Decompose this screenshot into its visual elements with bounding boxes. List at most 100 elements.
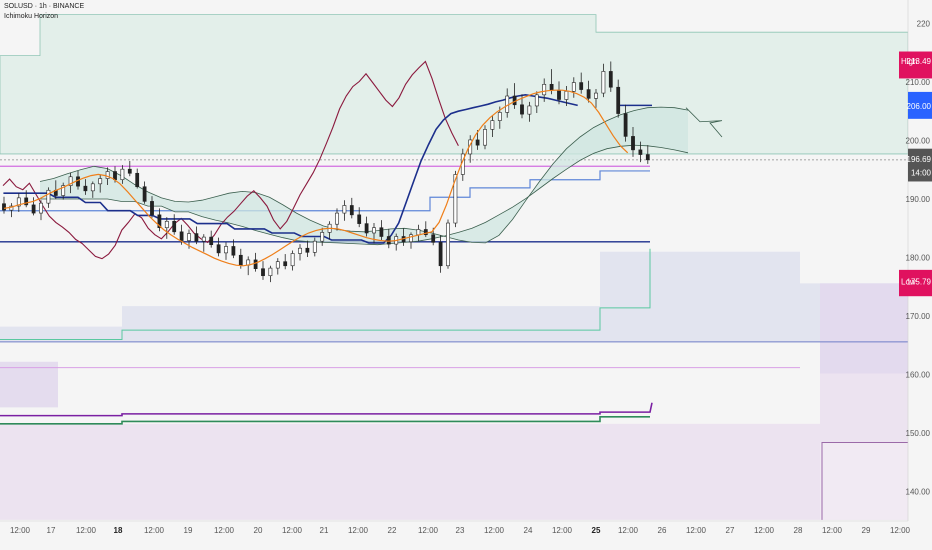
candle-body xyxy=(372,227,376,234)
candle-body xyxy=(497,112,502,121)
x-tick-label: 22 xyxy=(388,526,397,535)
candle-body xyxy=(423,229,428,236)
candle-body xyxy=(594,92,598,99)
candle-body xyxy=(542,83,547,96)
candle-body xyxy=(201,236,206,242)
chart-legend: SOLUSD · 1h · BINANCE Ichimoku Horizon xyxy=(4,2,84,22)
last-price-countdown: 14:00 xyxy=(911,169,932,178)
candle-body xyxy=(616,86,621,114)
candle-body xyxy=(150,201,154,216)
senkou-span-b xyxy=(40,144,689,246)
upper-zone xyxy=(0,14,909,155)
candle-body xyxy=(623,113,628,137)
high-badge-label: High xyxy=(901,57,917,66)
candle-body xyxy=(216,244,221,254)
candle-body xyxy=(90,183,95,192)
blue-step-line xyxy=(0,170,650,212)
x-tick-label: 24 xyxy=(524,526,533,535)
high-badge-bg xyxy=(899,51,932,79)
x-tick-label: 25 xyxy=(592,526,601,535)
x-tick-label: 12:00 xyxy=(348,526,369,535)
candle-body xyxy=(127,168,132,174)
candle-body xyxy=(231,246,236,256)
lower-right-box xyxy=(820,442,908,520)
y-tick-label: 210.00 xyxy=(906,78,931,87)
x-tick-label: 12:00 xyxy=(754,526,775,535)
kijun-badge-value: 206.00 xyxy=(907,102,932,111)
last-price-badge-bg xyxy=(908,148,932,182)
x-tick-label: 28 xyxy=(794,526,803,535)
candle-body xyxy=(305,247,310,253)
candle-body xyxy=(571,82,576,92)
lower-zone-right-band xyxy=(820,283,908,374)
x-tick-label: 12:00 xyxy=(552,526,573,535)
candle-body xyxy=(608,71,613,88)
symbol-title[interactable]: SOLUSD · 1h · BINANCE xyxy=(4,3,85,10)
candle-body xyxy=(312,240,317,253)
x-tick-label: 18 xyxy=(114,526,123,535)
candle-body xyxy=(39,202,43,214)
lower-zone-left-band xyxy=(0,361,58,408)
x-tick-label: 12:00 xyxy=(890,526,911,535)
candle-body xyxy=(520,104,524,115)
x-tick-label: 12:00 xyxy=(214,526,235,535)
purple-lower-line xyxy=(0,402,653,417)
candle-body xyxy=(9,205,14,211)
candle-body xyxy=(283,261,288,267)
candle-body xyxy=(645,154,650,161)
x-tick-label: 19 xyxy=(184,526,193,535)
candle-body xyxy=(638,149,643,155)
candle-body xyxy=(379,227,384,237)
candle-body xyxy=(238,254,243,266)
candle-body xyxy=(209,236,214,245)
x-tick-label: 21 xyxy=(320,526,329,535)
kijun-sen-line xyxy=(3,93,578,244)
candle-body xyxy=(179,231,184,241)
candle-body xyxy=(631,136,635,151)
candle-body xyxy=(268,267,273,277)
candle-body xyxy=(446,222,450,267)
y-tick-label: 160.00 xyxy=(906,371,931,380)
candle-body xyxy=(164,220,169,229)
candle-body xyxy=(298,247,302,254)
last-price-value: 196.69 xyxy=(907,155,932,164)
x-tick-label: 12:00 xyxy=(76,526,97,535)
y-tick-label: 200.00 xyxy=(906,136,931,145)
candle-body xyxy=(120,168,125,181)
candle-body xyxy=(601,71,606,94)
x-tick-label: 12:00 xyxy=(10,526,31,535)
high-badge-value: 213.49 xyxy=(907,57,932,66)
candle-body xyxy=(157,214,162,229)
candle-body xyxy=(335,212,339,225)
candle-body xyxy=(490,120,495,130)
candle-body xyxy=(68,176,73,186)
candle-body xyxy=(224,246,228,254)
candle-body xyxy=(534,94,539,107)
candle-body xyxy=(187,233,191,241)
y-tick-label: 170.00 xyxy=(906,312,931,321)
candle-body xyxy=(61,185,66,196)
candle-body xyxy=(453,174,458,224)
candle-body xyxy=(409,234,413,243)
candle-body xyxy=(475,139,480,146)
green-mid-line xyxy=(0,248,651,341)
y-tick-label: 180.00 xyxy=(906,254,931,263)
candle-body xyxy=(2,203,6,211)
candle-body xyxy=(364,223,369,234)
candle-body xyxy=(24,197,29,206)
candle-body xyxy=(105,171,110,179)
candle-body xyxy=(320,232,325,242)
candle-body xyxy=(113,171,117,181)
candle-body xyxy=(16,197,21,207)
x-tick-label: 29 xyxy=(862,526,871,535)
candle-body xyxy=(416,229,421,236)
x-tick-label: 12:00 xyxy=(686,526,707,535)
senkou-span-a xyxy=(39,106,689,244)
candle-body xyxy=(342,205,347,214)
indicator-title[interactable]: Ichimoku Horizon xyxy=(4,13,59,20)
candle-body xyxy=(98,178,103,185)
y-tick-label: 220 xyxy=(917,19,931,28)
candle-body xyxy=(46,189,51,204)
